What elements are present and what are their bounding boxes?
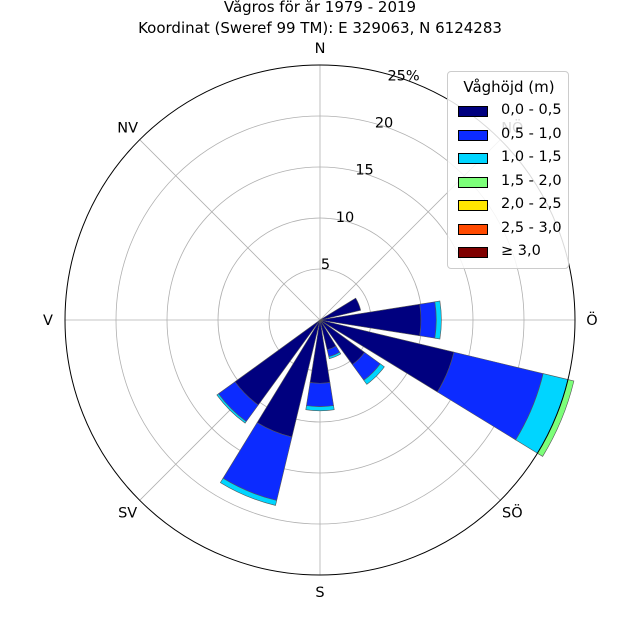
legend-swatch [458,106,488,117]
legend-item: 2,5 - 3,0 [458,220,568,238]
direction-label: NV [117,121,138,137]
legend-label: ≥ 3,0 [501,243,541,259]
bar-sector-3-bin-2 [363,363,385,385]
legend-swatch [458,129,488,141]
chart-subtitle: Koordinat (Sweref 99 TM): E 329063, N 61… [138,19,502,37]
legend-swatch [458,247,488,258]
legend-item: 1,5 - 2,0 [458,173,568,191]
bar-sector-1-bin-1 [419,301,437,339]
outer-frame [64,64,576,576]
polar-grid [65,65,575,575]
legend-label: 0,5 - 1,0 [501,125,562,142]
legend-title: Våghöjd (m) [463,78,555,96]
bar-sector-5-bin-1 [306,382,334,408]
legend-label: 2,5 - 3,0 [501,219,562,236]
legend: Våghöjd (m) 0,0 - 0,5 0,5 - 1,0 1,0 - 1,5 1… [447,71,569,269]
legend-label: 2,0 - 2,5 [501,196,562,212]
bar-sector-5-bin-2 [305,405,335,412]
radial-tick-label: 25% [387,68,419,84]
radial-tick-label: 5 [321,257,330,273]
legend-swatch [458,153,488,164]
chart-title: Vågros för år 1979 - 2019 [223,0,417,16]
bar-sector-4-bin-2 [328,351,342,360]
radial-tick-label: 15 [355,163,373,179]
radial-tick-label: 20 [375,116,393,132]
legend-label: 1,5 - 2,0 [501,172,562,189]
bars [216,297,575,506]
direction-label: V [43,313,53,329]
bar-sector-7-bin-2 [216,393,247,424]
bar-sector-6-bin-2 [219,477,278,506]
direction-label: SV [118,505,137,521]
legend-label: 1,0 - 1,5 [501,149,562,165]
direction-label: S [315,585,324,601]
legend-item: 1,0 - 1,5 [458,149,568,167]
direction-label: SÖ [502,503,523,521]
grid-spoke [139,139,321,321]
legend-item: 0,0 - 0,5 [458,102,568,120]
bar-sector-1-bin-2 [434,300,442,340]
direction-label: Ö [586,311,597,329]
legend-label: 0,0 - 0,5 [501,102,562,118]
legend-swatch [458,176,488,188]
legend-item: 0,5 - 1,0 [458,126,568,144]
legend-item: ≥ 3,0 [458,243,568,261]
legend-swatch [458,200,488,211]
radial-tick-label: 10 [336,210,354,226]
bar-sector-0-bin-0 [319,297,362,321]
legend-item: 2,0 - 2,5 [458,196,568,214]
direction-label: N [315,41,326,57]
legend-swatch [458,223,488,235]
